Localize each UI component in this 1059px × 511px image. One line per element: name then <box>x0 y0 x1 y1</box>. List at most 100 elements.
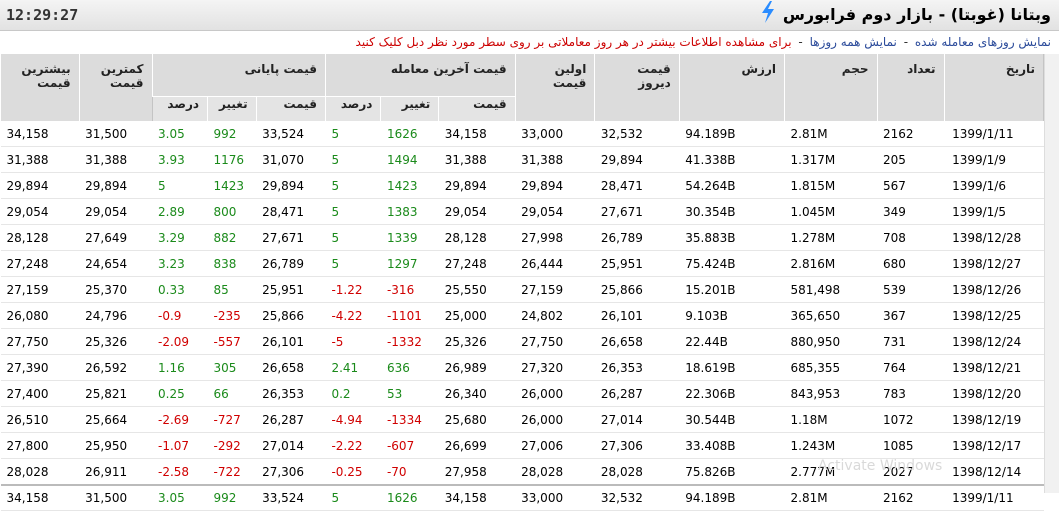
cell-min-price: 25,950 <box>79 432 152 459</box>
col-close-percent[interactable]: درصد <box>151 96 209 121</box>
cell-first-price: 31,388 <box>515 146 595 173</box>
cell-last-change: 1297 <box>380 250 439 277</box>
col-value[interactable]: ارزش <box>678 54 786 121</box>
cell-value: 94.189B <box>679 484 785 511</box>
cell-last-percent: -0.25 <box>325 458 381 486</box>
cell-last-price: 25,550 <box>438 276 516 303</box>
cell-close-percent: 3.93 <box>152 146 208 173</box>
price-history-table: تاریخ تعداد حجم ارزش قیمت دیروز اولین قی… <box>0 54 1045 511</box>
cell-prev-price: 27,671 <box>594 198 680 225</box>
cell-volume: 2.81M <box>784 484 877 511</box>
cell-value: 30.354B <box>679 198 785 225</box>
table-row[interactable]: 1398/12/20 783 843,953 22.306B 26,287 26,000 2… <box>0 380 1044 407</box>
col-min-price[interactable]: کمترین قیمت <box>78 54 153 121</box>
cell-close-change: 838 <box>207 250 257 277</box>
cell-last-price: 27,248 <box>438 250 516 277</box>
cell-min-price: 31,388 <box>79 146 152 173</box>
cell-close-percent: 3.05 <box>152 121 208 147</box>
cell-last-price: 26,989 <box>438 354 516 381</box>
cell-count: 731 <box>877 328 945 355</box>
table-row[interactable]: 1398/12/24 731 880,950 22.44B 26,658 27,750 25… <box>0 328 1044 355</box>
cell-date: 1398/12/25 <box>944 302 1044 329</box>
cell-count: 539 <box>877 276 945 303</box>
cell-close-price: 26,287 <box>256 406 326 433</box>
cell-max-price: 27,248 <box>0 250 80 277</box>
table-row[interactable]: 1398/12/17 1085 1.243M 33.408B 27,306 27,006 2… <box>0 432 1044 459</box>
cell-prev-price: 26,101 <box>594 302 680 329</box>
cell-prev-price: 32,532 <box>594 484 680 511</box>
col-close-price[interactable]: قیمت <box>255 96 326 121</box>
col-last-price[interactable]: قیمت <box>438 96 516 121</box>
table-row[interactable]: 1399/1/5 349 1.045M 30.354B 27,671 29,054 29,0… <box>0 198 1044 225</box>
cell-first-price: 26,444 <box>515 250 595 277</box>
cell-min-price: 29,054 <box>79 198 152 225</box>
cell-last-change: -316 <box>380 276 439 303</box>
cell-close-percent: -2.09 <box>152 328 208 355</box>
table-row[interactable]: 1398/12/21 764 685,355 18.619B 26,353 27,320 2… <box>0 354 1044 381</box>
cell-max-price: 28,028 <box>0 458 80 486</box>
cell-last-price: 26,340 <box>438 380 516 407</box>
cell-close-percent: 0.25 <box>152 380 208 407</box>
cell-last-percent: 5 <box>325 121 381 147</box>
cell-close-percent: -2.69 <box>152 406 208 433</box>
cell-last-change: 1339 <box>380 224 439 251</box>
cell-value: 41.338B <box>679 146 785 173</box>
cell-last-percent: -1.22 <box>325 276 381 303</box>
col-last-percent[interactable]: درصد <box>324 96 382 121</box>
cell-count: 2162 <box>877 484 945 511</box>
table-row[interactable]: 1399/1/11 2162 2.81M 94.189B 32,532 33,000 34,… <box>0 121 1044 147</box>
table-row[interactable]: 1398/12/27 680 2.816M 75.424B 25,951 26,444 27… <box>0 250 1044 277</box>
cell-close-change: 1176 <box>207 146 257 173</box>
history-table-container: تاریخ تعداد حجم ارزش قیمت دیروز اولین قی… <box>0 54 1059 511</box>
col-count[interactable]: تعداد <box>876 54 945 121</box>
cell-count: 708 <box>877 224 945 251</box>
show-traded-days-link[interactable]: نمایش روزهای معامله شده <box>914 35 1051 49</box>
cell-last-percent: 5 <box>325 146 381 173</box>
col-max-price[interactable]: بیشترین قیمت <box>0 54 80 121</box>
col-last-trade: قیمت آخرین معامله <box>324 54 516 97</box>
cell-prev-price: 26,789 <box>594 224 680 251</box>
col-date[interactable]: تاریخ <box>943 54 1045 121</box>
cell-count: 680 <box>877 250 945 277</box>
cell-last-change: -1334 <box>380 406 439 433</box>
cell-volume: 685,355 <box>784 354 877 381</box>
lightning-icon <box>762 1 774 23</box>
cell-close-price: 26,658 <box>256 354 326 381</box>
col-first-price[interactable]: اولین قیمت <box>514 54 596 121</box>
cell-close-price: 26,353 <box>256 380 326 407</box>
table-row[interactable]: 1399/1/9 205 1.317M 41.338B 29,894 31,388 31,3… <box>0 146 1044 173</box>
col-prev-price[interactable]: قیمت دیروز <box>594 54 680 121</box>
separator: - <box>903 35 909 49</box>
cell-date: 1398/12/19 <box>944 406 1044 433</box>
cell-first-price: 29,894 <box>515 172 595 199</box>
table-row[interactable]: 1398/12/26 539 581,498 15.201B 25,866 27,159 2… <box>0 276 1044 303</box>
cell-first-price: 26,000 <box>515 406 595 433</box>
col-last-change[interactable]: تغییر <box>380 96 440 121</box>
cell-close-price: 28,471 <box>256 198 326 225</box>
cell-last-price: 29,894 <box>438 172 516 199</box>
cell-close-percent: 0.33 <box>152 276 208 303</box>
col-volume[interactable]: حجم <box>784 54 878 121</box>
show-all-days-link[interactable]: نمایش همه روزها <box>809 35 897 49</box>
cell-prev-price: 28,028 <box>594 458 680 486</box>
cell-min-price: 31,500 <box>79 121 152 147</box>
col-close-change[interactable]: تغییر <box>207 96 257 121</box>
cell-last-change: 1494 <box>380 146 439 173</box>
cell-volume: 880,950 <box>784 328 877 355</box>
cell-close-percent: 3.29 <box>152 224 208 251</box>
cell-max-price: 34,158 <box>0 484 80 511</box>
cell-value: 35.883B <box>679 224 785 251</box>
cell-prev-price: 32,532 <box>594 121 680 147</box>
cell-last-percent: 5 <box>325 224 381 251</box>
cell-close-price: 27,306 <box>256 458 326 486</box>
vertical-scrollbar[interactable] <box>1044 54 1059 493</box>
table-row[interactable]: 1399/1/6 567 1.815M 54.264B 28,471 29,894 29,8… <box>0 172 1044 199</box>
cell-close-change: 305 <box>207 354 257 381</box>
table-row[interactable]: 1398/12/28 708 1.278M 35.883B 26,789 27,998 28… <box>0 224 1044 251</box>
cell-prev-price: 26,658 <box>594 328 680 355</box>
table-row[interactable]: 1398/12/19 1072 1.18M 30.544B 27,014 26,000 25… <box>0 406 1044 433</box>
cell-close-change: -727 <box>207 406 257 433</box>
table-row[interactable]: 1398/12/25 367 365,650 9.103B 26,101 24,802 25… <box>0 302 1044 329</box>
cell-close-percent: 5 <box>152 172 208 199</box>
cell-volume: 581,498 <box>784 276 877 303</box>
